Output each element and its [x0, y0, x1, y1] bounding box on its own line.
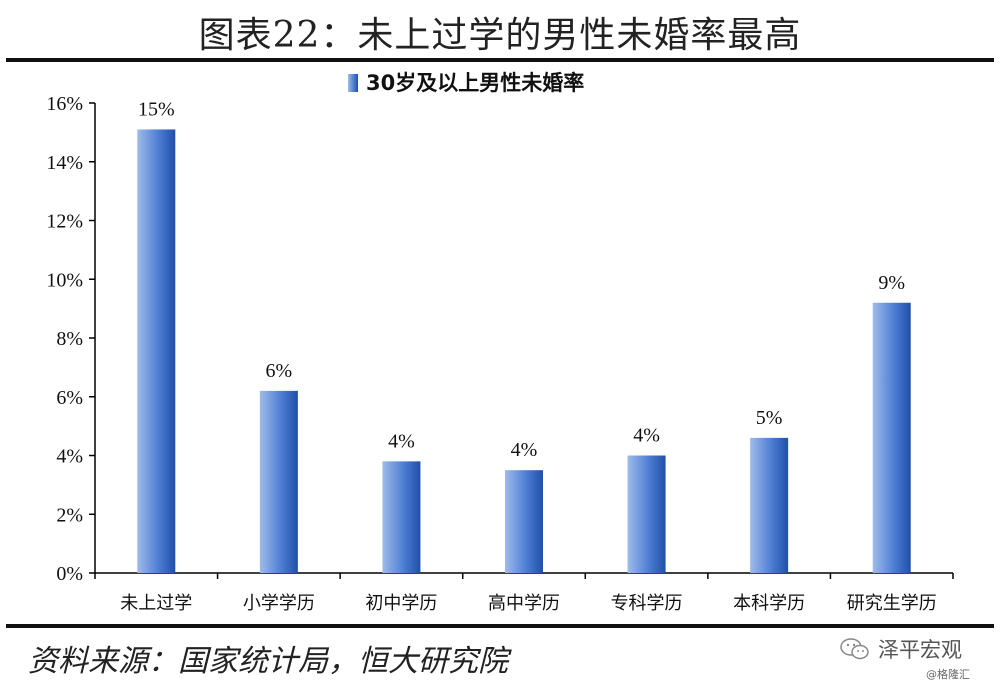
bar-data-label: 4% — [511, 439, 538, 461]
bar — [382, 461, 421, 573]
y-tick-label: 6% — [56, 387, 83, 409]
y-tick-label: 12% — [46, 211, 83, 233]
bar — [872, 302, 911, 573]
top-rule — [6, 58, 994, 62]
chart-title: 图表22：未上过学的男性未婚率最高 — [198, 15, 802, 56]
bar-data-label: 9% — [878, 272, 905, 294]
source-note: 资料来源：国家统计局，恒大研究院 — [28, 644, 508, 679]
bar-chart: 0% 2% 4% 6% 8% 10% 12% 14% 16% 15% 未上过学 6% 小学学历 4% 初中学… — [46, 71, 954, 614]
y-tick-label: 14% — [46, 152, 83, 174]
bar — [750, 437, 789, 573]
brand-name: 泽平宏观 — [878, 638, 962, 662]
category-label: 专科学历 — [611, 593, 683, 614]
bar-data-label: 6% — [266, 360, 293, 382]
watermark: @格隆汇 — [926, 668, 970, 681]
category-label: 高中学历 — [488, 593, 560, 614]
y-tick-label: 4% — [56, 446, 83, 468]
legend-label: 30岁及以上男性未婚率 — [366, 71, 584, 95]
category-label: 研究生学历 — [847, 593, 937, 614]
y-tick-label: 2% — [56, 504, 83, 526]
bottom-rule — [6, 624, 994, 628]
category-label: 小学学历 — [243, 593, 315, 614]
category-label: 初中学历 — [365, 593, 437, 614]
legend-swatch — [348, 74, 358, 92]
category-label: 未上过学 — [120, 593, 192, 614]
brand-logo: 泽平宏观 — [840, 634, 962, 664]
y-tick-label: 8% — [56, 328, 83, 350]
y-tick-label: 0% — [56, 563, 83, 585]
bar-data-label: 5% — [756, 407, 783, 429]
bar-data-label: 15% — [138, 98, 175, 120]
y-tick-label: 16% — [46, 93, 83, 115]
category-label: 本科学历 — [733, 593, 805, 614]
bar — [505, 470, 543, 573]
bar — [627, 455, 666, 573]
bar — [259, 390, 298, 573]
bar — [137, 129, 176, 573]
bar-data-label: 4% — [633, 425, 660, 447]
wechat-icon — [840, 638, 869, 660]
bar-data-label: 4% — [388, 430, 415, 452]
y-tick-label: 10% — [46, 269, 83, 291]
